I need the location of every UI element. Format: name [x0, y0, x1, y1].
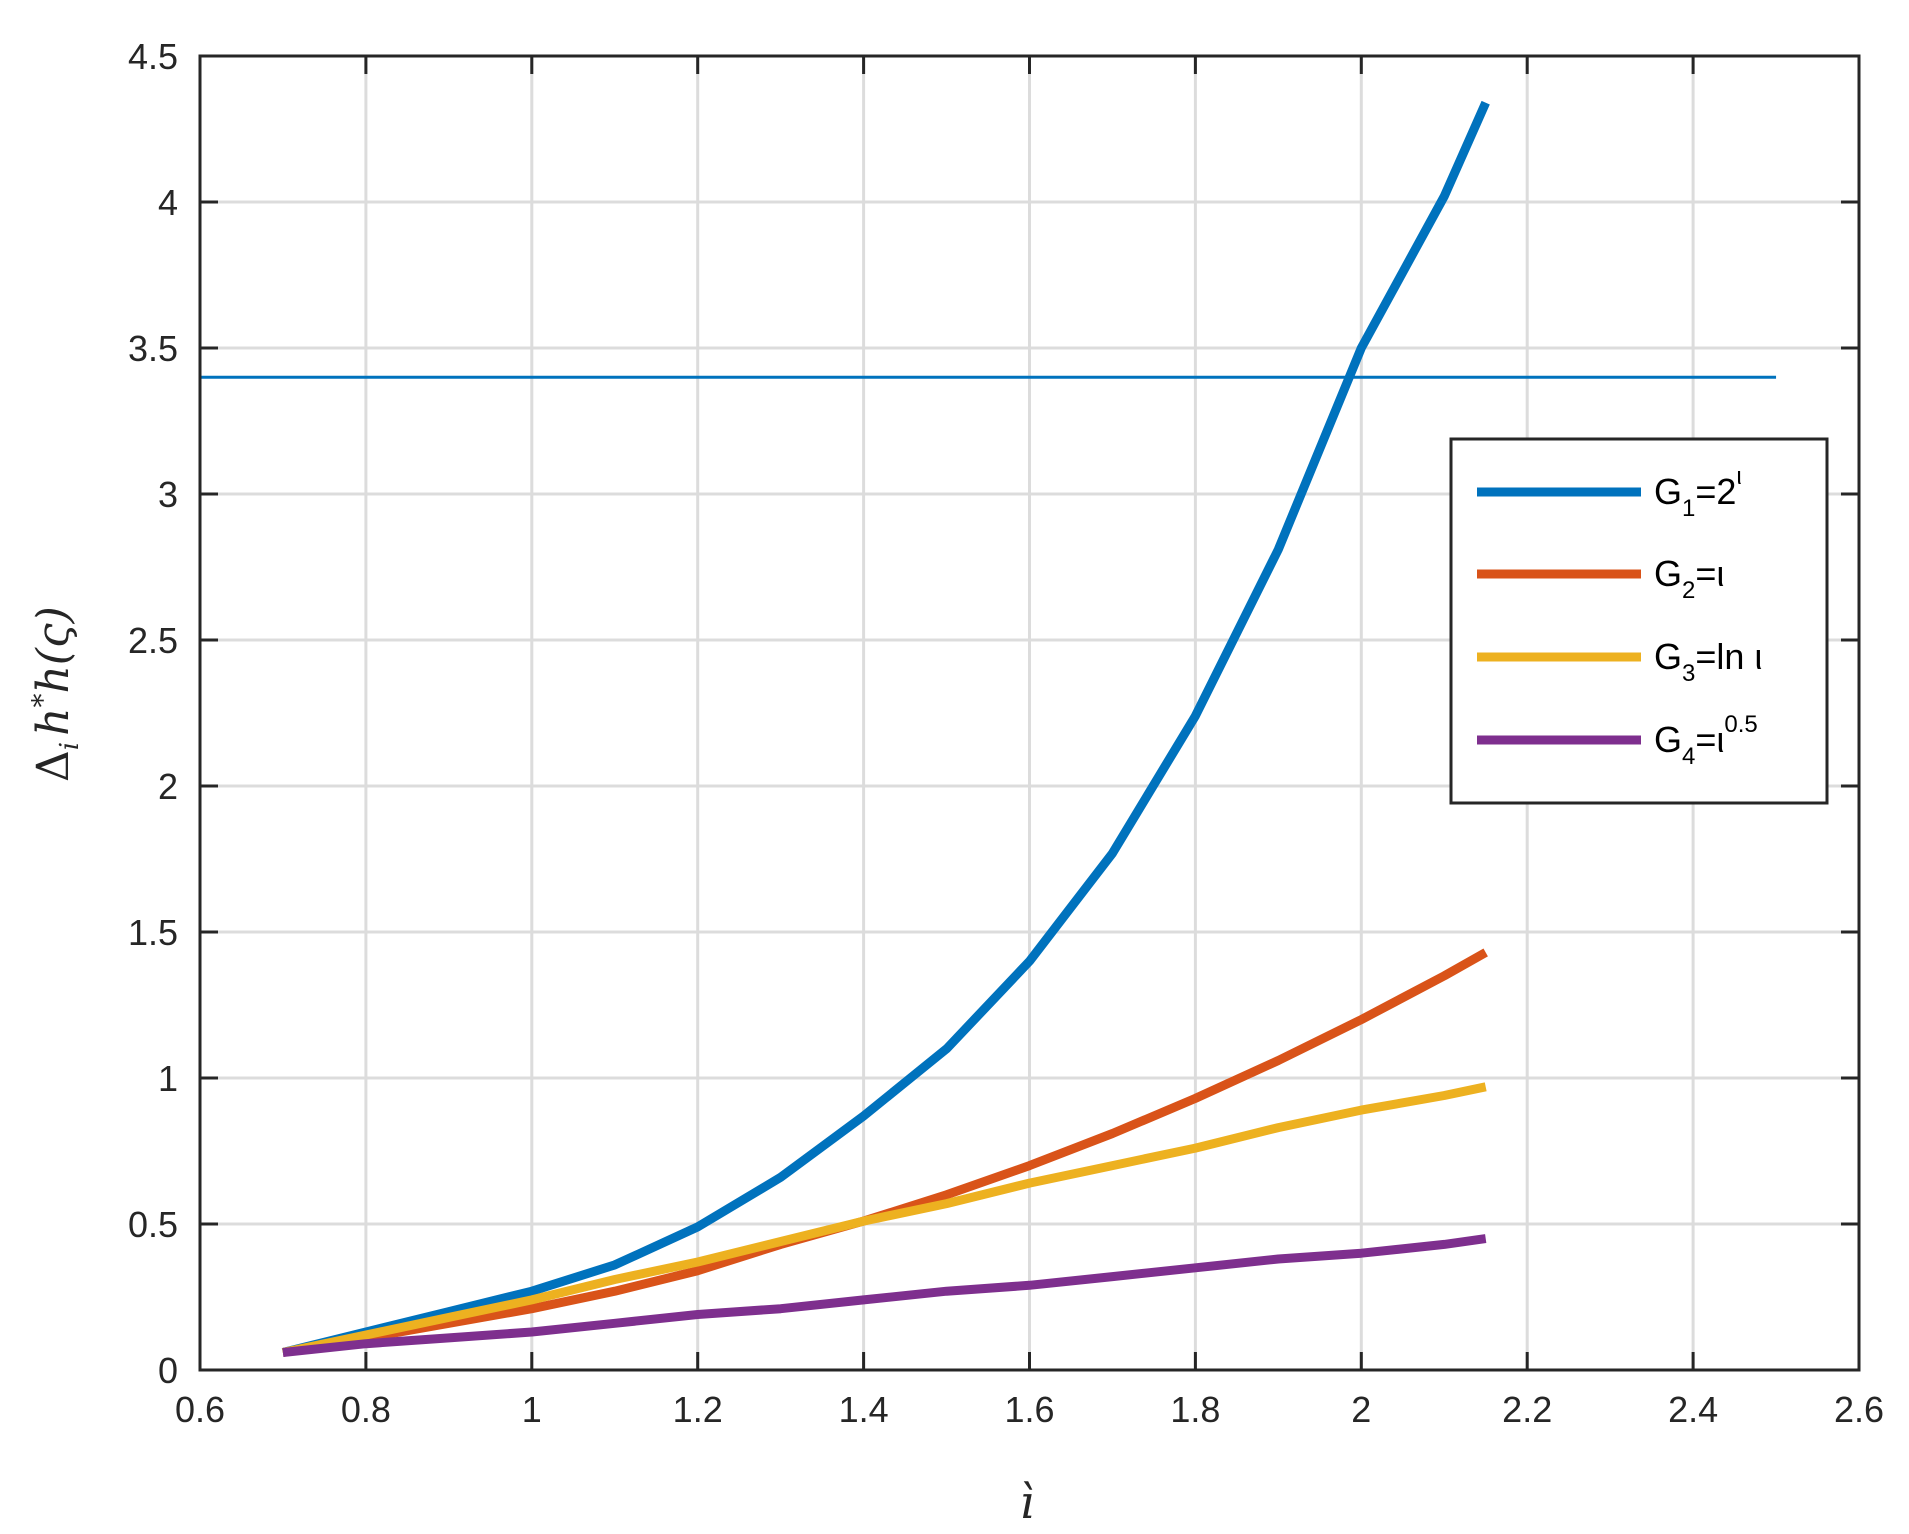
legend-label-g1: G1=2ι — [1654, 463, 1742, 522]
series-line-g4 — [282, 1234, 1487, 1357]
x-tick-label: 2.2 — [1502, 1389, 1552, 1430]
x-tick-label: 1 — [522, 1389, 542, 1430]
y-label-tail: h(ς) — [28, 606, 79, 693]
y-label-sub: i — [55, 742, 85, 750]
y-label-mid: h — [28, 708, 79, 736]
series-group — [281, 100, 1490, 1357]
y-tick-label: 1.5 — [128, 912, 178, 953]
ticks — [198, 54, 1861, 1372]
y-tick-label: 0 — [158, 1350, 178, 1391]
x-tick-label: 1.2 — [673, 1389, 723, 1430]
legend-label-g3: G3=ln ι — [1654, 636, 1762, 687]
x-tick-label: 1.6 — [1004, 1389, 1054, 1430]
y-tick-label: 3.5 — [128, 328, 178, 369]
x-tick-label: 2.6 — [1834, 1389, 1884, 1430]
legend-label-g2: G2=ι — [1654, 553, 1724, 604]
y-tick-label: 0.5 — [128, 1204, 178, 1245]
x-tick-label: 0.8 — [341, 1389, 391, 1430]
series-line-g3 — [281, 1082, 1487, 1357]
y-tick-label: 4.5 — [128, 36, 178, 77]
y-tick-label: 2.5 — [128, 620, 178, 661]
x-tick-label: 2.4 — [1668, 1389, 1718, 1430]
y-tick-label: 1 — [158, 1058, 178, 1099]
x-tick-label: 2 — [1351, 1389, 1371, 1430]
y-tick-labels: 0 0.5 1 1.5 2 2.5 3 3.5 4 4.5 — [128, 36, 178, 1391]
y-tick-label: 4 — [158, 182, 178, 223]
y-axis-label: Δih*h(ς) — [26, 606, 85, 782]
x-tick-label: 1.8 — [1170, 1389, 1220, 1430]
y-tick-label: 2 — [158, 766, 178, 807]
x-tick-label: 0.6 — [175, 1389, 225, 1430]
x-axis-label: ì — [1020, 1475, 1035, 1529]
legend: G1=2ι G2=ι G3=ln ι G4=ι0.5 — [1449, 437, 1829, 805]
series-line-g1 — [281, 100, 1490, 1357]
y-tick-label: 3 — [158, 474, 178, 515]
y-label-base: Δ — [28, 750, 79, 782]
x-tick-label: 1.4 — [839, 1389, 889, 1430]
legend-label-g4: G4=ι0.5 — [1654, 711, 1758, 770]
y-label-sup: * — [26, 694, 59, 708]
x-tick-labels: 0.6 0.8 1 1.2 1.4 1.6 1.8 2 2.2 2.4 2.6 — [175, 1389, 1884, 1430]
